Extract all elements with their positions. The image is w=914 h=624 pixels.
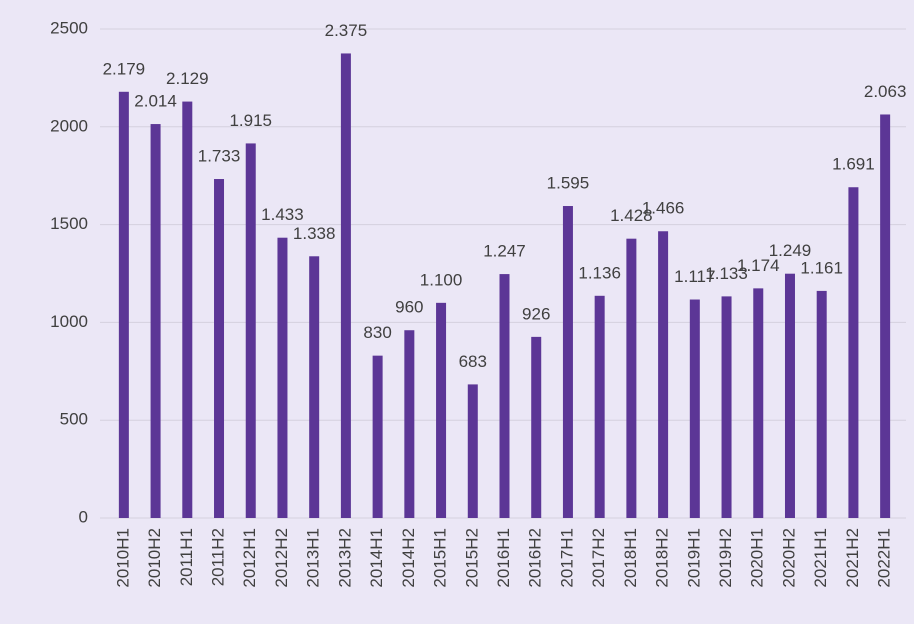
data-label: 1.733 — [198, 147, 241, 166]
x-tick-label: 2011H2 — [209, 528, 228, 586]
x-tick-label: 2015H2 — [462, 528, 481, 588]
data-label: 2.014 — [134, 92, 177, 111]
data-label: 1.174 — [737, 256, 780, 275]
x-tick-label: 2020H2 — [779, 528, 798, 588]
x-tick-label: 2011H1 — [177, 528, 196, 586]
x-tick-label: 2014H2 — [399, 528, 418, 588]
data-label: 1.915 — [229, 111, 272, 130]
x-tick-label: 2017H1 — [557, 528, 576, 588]
bar — [880, 114, 891, 518]
data-label: 2.129 — [166, 69, 209, 88]
data-label: 1.338 — [293, 224, 336, 243]
x-tick-label: 2013H2 — [335, 528, 354, 588]
bar — [372, 355, 383, 518]
x-tick-label: 2013H1 — [304, 528, 323, 588]
bar — [309, 256, 320, 518]
y-tick-label: 2500 — [50, 18, 88, 37]
data-label: 1.161 — [800, 258, 843, 277]
y-tick-label: 2000 — [50, 116, 88, 135]
bar — [245, 143, 256, 518]
bar — [689, 299, 700, 518]
x-tick-label: 2015H1 — [431, 528, 450, 588]
data-label: 1.466 — [642, 199, 685, 218]
bar — [150, 124, 161, 519]
x-tick-label: 2021H1 — [811, 528, 830, 588]
x-tick-label: 2019H1 — [684, 528, 703, 588]
y-tick-label: 1500 — [50, 214, 88, 233]
x-tick-label: 2019H2 — [716, 528, 735, 588]
bar — [182, 101, 193, 518]
x-tick-label: 2012H2 — [272, 528, 291, 588]
bar — [214, 179, 225, 518]
y-tick-label: 0 — [79, 507, 88, 526]
x-tick-label: 2016H1 — [494, 528, 513, 588]
data-label: 830 — [363, 323, 391, 342]
data-label: 926 — [522, 304, 550, 323]
x-tick-label: 2016H2 — [526, 528, 545, 588]
data-label: 1.247 — [483, 242, 526, 261]
data-label: 1.595 — [547, 174, 590, 193]
bar — [594, 295, 605, 518]
bar — [531, 336, 542, 518]
data-label: 2.179 — [103, 59, 146, 78]
bar — [784, 273, 795, 518]
bar — [848, 187, 859, 518]
bar — [753, 288, 764, 518]
bar — [436, 302, 447, 518]
data-label: 960 — [395, 298, 423, 317]
bar — [499, 274, 510, 518]
bar — [277, 237, 288, 518]
data-label: 683 — [459, 352, 487, 371]
data-label: 2.063 — [864, 82, 907, 101]
x-tick-label: 2010H2 — [145, 528, 164, 588]
data-label: 1.117 — [674, 267, 715, 286]
data-label: 1.433 — [261, 205, 304, 224]
x-tick-label: 2018H2 — [653, 528, 672, 588]
x-tick-label: 2012H1 — [240, 528, 259, 588]
bar — [340, 53, 351, 518]
bar — [118, 91, 129, 518]
x-tick-label: 2018H1 — [621, 528, 640, 588]
bar — [467, 384, 478, 518]
x-tick-label: 2010H1 — [113, 528, 132, 588]
data-label: 1.249 — [769, 241, 812, 260]
x-tick-label: 2017H2 — [589, 528, 608, 588]
y-tick-label: 1000 — [50, 312, 88, 331]
x-tick-label: 2014H1 — [367, 528, 386, 588]
x-tick-label: 2021H2 — [843, 528, 862, 588]
x-tick-label: 2022H1 — [875, 528, 894, 588]
data-label: 1.100 — [420, 270, 463, 289]
data-label: 1.691 — [832, 155, 875, 174]
data-label: 1.133 — [705, 264, 748, 283]
bar — [404, 330, 415, 518]
data-label: 2.375 — [325, 21, 368, 40]
bar — [721, 296, 732, 518]
y-tick-label: 500 — [60, 410, 88, 429]
data-label: 1.428 — [610, 206, 653, 225]
x-tick-label: 2020H1 — [748, 528, 767, 588]
bar — [816, 290, 827, 518]
bar — [658, 231, 669, 518]
data-label: 1.136 — [578, 263, 621, 282]
bar — [562, 206, 573, 518]
bar — [626, 238, 637, 518]
